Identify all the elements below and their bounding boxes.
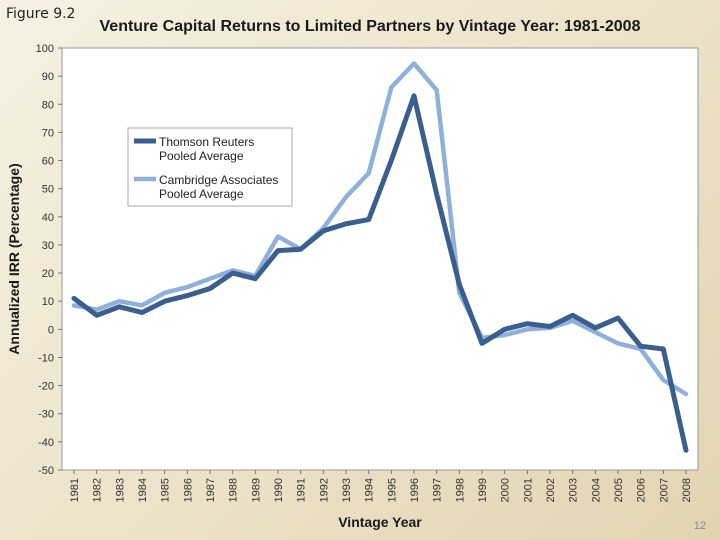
- x-tick-label: 1999: [477, 478, 489, 502]
- x-axis-title: Vintage Year: [338, 514, 422, 530]
- page-number: 12: [693, 520, 706, 532]
- x-tick-label: 1991: [296, 478, 308, 502]
- x-tick-label: 1993: [341, 478, 353, 502]
- series-lines: [71, 61, 689, 453]
- y-tick-label: 10: [42, 296, 54, 308]
- y-tick-label: 70: [42, 127, 54, 139]
- x-tick-label: 1992: [318, 478, 330, 502]
- y-tick-label: 90: [42, 71, 54, 83]
- x-tick-label: 1984: [137, 478, 149, 502]
- y-tick-label: -20: [38, 381, 54, 393]
- legend-label: Pooled Average: [159, 149, 244, 163]
- figure-label: Figure 9.2: [6, 6, 76, 22]
- legend-label: Cambridge Associates: [159, 173, 278, 187]
- y-tick-label: -40: [38, 437, 54, 449]
- x-tick-label: 1995: [386, 478, 398, 502]
- y-tick-label: -50: [38, 465, 54, 477]
- x-axis: 1981 1982 1983 1984 1985 1986 1987 1988 1989 1990…: [69, 470, 693, 502]
- y-tick-label: 80: [42, 99, 54, 111]
- x-tick-label: 2000: [500, 478, 512, 502]
- y-tick-label: 30: [42, 240, 54, 252]
- series-line-cambridge-associates: [71, 61, 689, 397]
- x-tick-label: 1988: [228, 478, 240, 502]
- series-line-thomson-reuters: [71, 93, 689, 453]
- y-tick-label: 50: [42, 184, 54, 196]
- y-tick-label: -30: [38, 409, 54, 421]
- x-tick-label: 1986: [182, 478, 194, 502]
- x-tick-label: 1981: [69, 478, 81, 502]
- legend-label: Pooled Average: [159, 187, 244, 201]
- y-tick-label: -10: [38, 352, 54, 364]
- y-tick-label: 100: [36, 43, 54, 55]
- x-tick-label: 2003: [568, 478, 580, 502]
- x-tick-label: 1983: [114, 478, 126, 502]
- legend-label: Thomson Reuters: [159, 135, 254, 149]
- chart-title: Venture Capital Returns to Limited Partn…: [100, 18, 641, 35]
- plot-area: [61, 47, 699, 471]
- y-axis-title: Annualized IRR (Percentage): [6, 163, 22, 354]
- x-tick-label: 2004: [590, 478, 602, 502]
- x-tick-label: 2005: [613, 478, 625, 502]
- x-tick-label: 1985: [160, 478, 172, 502]
- x-tick-label: 2001: [522, 478, 534, 502]
- x-tick-label: 1996: [409, 478, 421, 502]
- x-tick-label: 2002: [545, 478, 557, 502]
- y-tick-label: 40: [42, 212, 54, 224]
- x-tick-label: 1989: [250, 478, 262, 502]
- x-tick-label: 1997: [432, 478, 444, 502]
- x-tick-label: 1982: [92, 478, 104, 502]
- y-tick-label: 0: [48, 324, 54, 336]
- x-tick-label: 1987: [205, 478, 217, 502]
- x-tick-label: 1994: [364, 478, 376, 502]
- x-tick-label: 2007: [658, 478, 670, 502]
- x-tick-label: 2006: [636, 478, 648, 502]
- x-tick-label: 1990: [273, 478, 285, 502]
- x-tick-label: 1998: [454, 478, 466, 502]
- x-tick-label: 2008: [681, 478, 693, 502]
- y-tick-label: 60: [42, 156, 54, 168]
- y-tick-label: 20: [42, 268, 54, 280]
